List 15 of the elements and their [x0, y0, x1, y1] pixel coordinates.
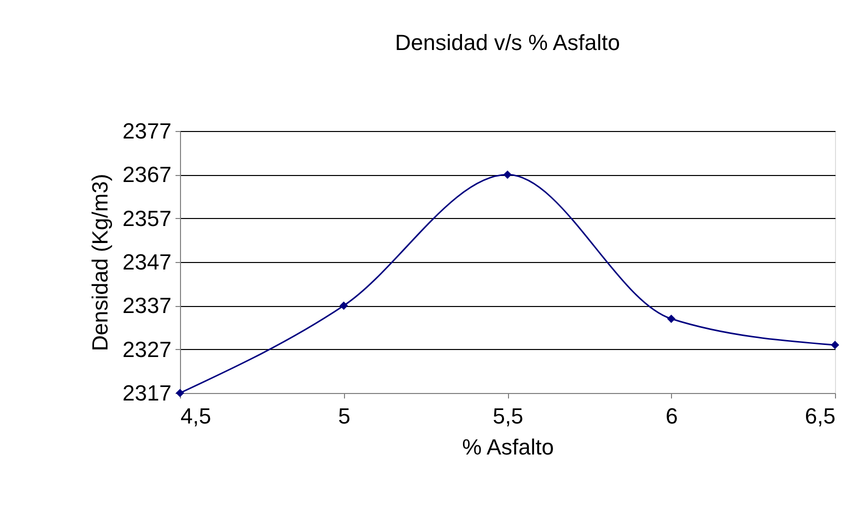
y-tick-label: 2367 — [122, 162, 172, 188]
x-tick-label: 6,5 — [804, 404, 836, 428]
x-tick-label: 5 — [338, 404, 350, 428]
x-tick-label: 6 — [666, 404, 678, 428]
x-axis-title: % Asfalto — [462, 434, 554, 460]
y-tick-label: 2337 — [122, 293, 172, 318]
x-tick-label: 4,5 — [180, 404, 212, 428]
y-axis-title: Densidad (Kg/m3) — [88, 174, 113, 352]
y-tick-label: 2357 — [122, 206, 172, 231]
y-tick-label: 2317 — [122, 380, 172, 406]
y-tick-label: 2327 — [122, 336, 172, 362]
x-tick-label: 5,5 — [492, 404, 524, 428]
y-tick-label: 2377 — [122, 118, 172, 144]
y-tick-label: 2347 — [122, 250, 172, 274]
chart-title: Densidad v/s % Asfalto — [394, 30, 620, 55]
